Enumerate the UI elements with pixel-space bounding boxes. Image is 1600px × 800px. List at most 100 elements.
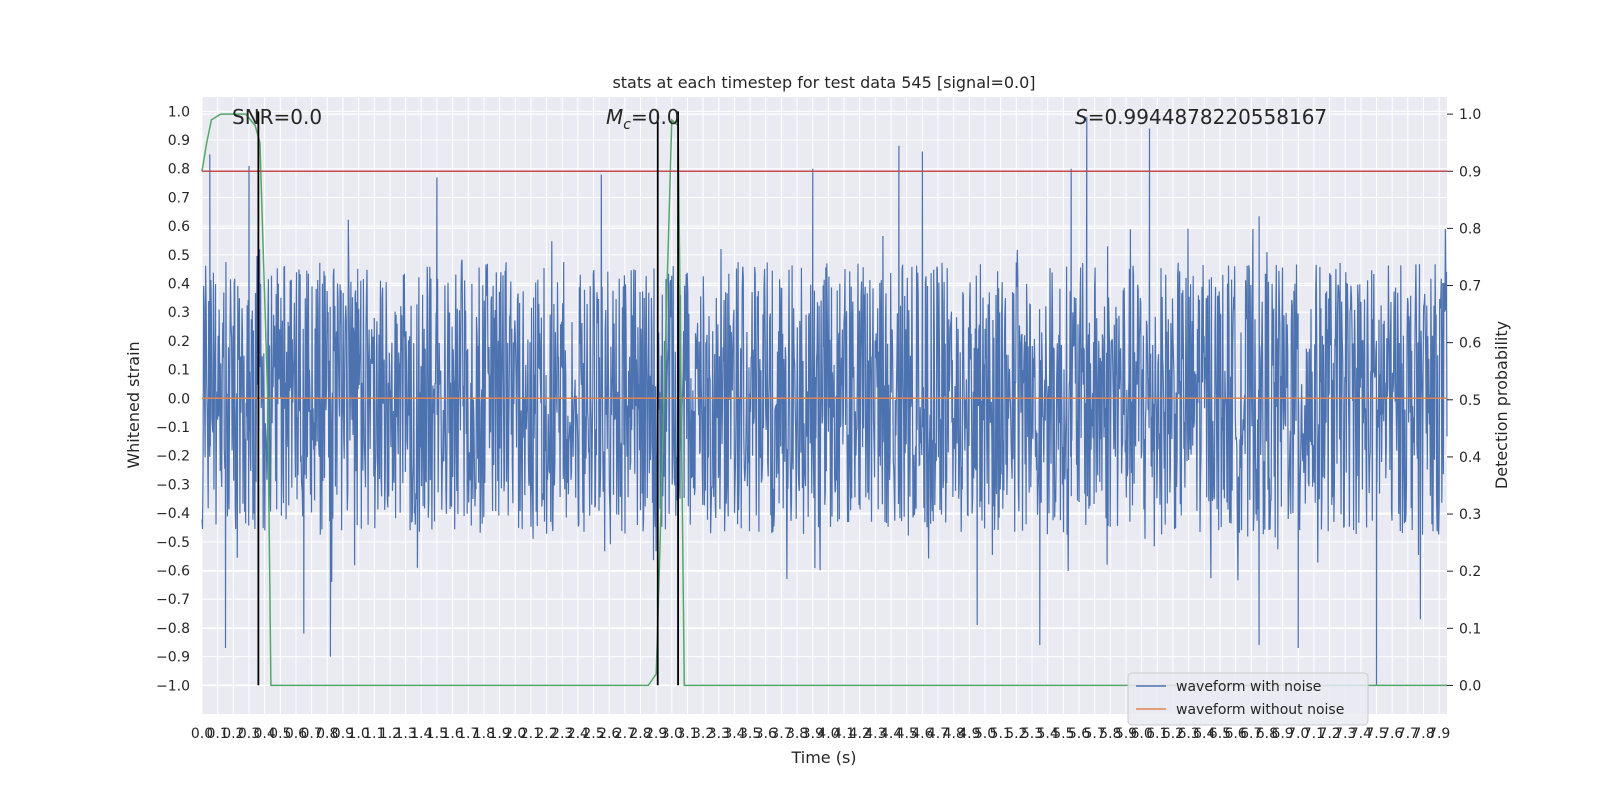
x-tick-label: 4.3 (864, 726, 886, 742)
x-tick-label: 0.2 (222, 726, 244, 742)
x-tick-label: 1.8 (473, 726, 495, 742)
x-ticks: 0.00.10.20.30.40.50.60.70.80.91.01.11.21… (191, 726, 1450, 742)
x-tick-label: 1.5 (426, 726, 448, 742)
x-tick-label: 6.1 (1146, 726, 1168, 742)
legend-label-noise: waveform with noise (1176, 679, 1321, 695)
y-tick-label: −0.7 (156, 592, 190, 608)
x-tick-label: 3.1 (676, 726, 698, 742)
x-tick-label: 1.3 (394, 726, 416, 742)
noise-waveform-line (201, 117, 1448, 686)
x-tick-label: 2.4 (567, 726, 589, 742)
x-tick-label: 7.4 (1350, 726, 1372, 742)
y2-axis-label: Detection probability (1492, 321, 1511, 489)
x-tick-label: 3.9 (802, 726, 824, 742)
x-tick-label: 5.6 (1068, 726, 1090, 742)
x-tick-label: 2.9 (645, 726, 667, 742)
x-tick-label: 4.6 (911, 726, 933, 742)
y-tick-label: 0.9 (168, 133, 190, 149)
x-tick-label: 6.7 (1240, 726, 1262, 742)
x-tick-label: 4.5 (896, 726, 918, 742)
x-tick-label: 2.7 (614, 726, 636, 742)
x-tick-label: 4.4 (880, 726, 902, 742)
x-tick-label: 1.2 (379, 726, 401, 742)
y-tick-label: −0.8 (156, 621, 190, 637)
y-tick-label: 0.3 (168, 305, 190, 321)
x-tick-label: 3.5 (739, 726, 761, 742)
x-tick-label: 6.8 (1256, 726, 1278, 742)
x-tick-label: 4.8 (943, 726, 965, 742)
x-tick-label: 6.5 (1209, 726, 1231, 742)
y2-ticks: 0.0 0.1 0.2 0.3 0.4 0.5 0.6 0.7 0.8 0.9 1.0 (1447, 107, 1481, 694)
series-waveform-with-noise (201, 117, 1448, 686)
x-tick-label: 2.3 (551, 726, 573, 742)
x-tick-label: 1.9 (488, 726, 510, 742)
x-tick-label: 7.2 (1318, 726, 1340, 742)
x-tick-label: 3.6 (755, 726, 777, 742)
x-tick-label: 3.2 (692, 726, 714, 742)
y2-tick-label: 0.0 (1459, 678, 1481, 694)
x-tick-label: 7.6 (1381, 726, 1403, 742)
x-tick-label: 5.0 (974, 726, 996, 742)
x-tick-label: 1.4 (410, 726, 432, 742)
y2-tick-label: 1.0 (1459, 107, 1481, 123)
x-tick-label: 3.4 (723, 726, 745, 742)
x-tick-label: 0.7 (300, 726, 322, 742)
x-tick-label: 3.0 (661, 726, 683, 742)
x-tick-label: 7.7 (1397, 726, 1419, 742)
y-tick-label: −0.4 (156, 506, 190, 522)
x-tick-label: 5.9 (1115, 726, 1137, 742)
x-tick-label: 4.0 (817, 726, 839, 742)
x-tick-label: 0.1 (207, 726, 229, 742)
x-tick-label: 5.3 (1021, 726, 1043, 742)
y-tick-label: 0.2 (168, 334, 190, 350)
x-tick-label: 4.2 (849, 726, 871, 742)
y2-tick-label: 0.6 (1459, 336, 1481, 352)
y-tick-label: −1.0 (156, 678, 190, 694)
x-tick-label: 5.8 (1099, 726, 1121, 742)
y-tick-label: −0.1 (156, 420, 190, 436)
x-tick-label: 3.7 (770, 726, 792, 742)
x-tick-label: 7.1 (1303, 726, 1325, 742)
x-tick-label: 7.9 (1428, 726, 1450, 742)
series-lines (201, 113, 1447, 687)
x-tick-label: 5.4 (1037, 726, 1059, 742)
legend-box (1127, 672, 1369, 726)
s-annotation: S=0.9944878220558167 (1075, 105, 1327, 129)
x-tick-label: 0.8 (316, 726, 338, 742)
x-tick-label: 0.9 (332, 726, 354, 742)
y-tick-label: 0.1 (168, 363, 190, 379)
y2-tick-label: 0.2 (1459, 564, 1481, 580)
x-tick-label: 2.1 (520, 726, 542, 742)
x-tick-label: 1.1 (363, 726, 385, 742)
x-tick-label: 6.6 (1224, 726, 1246, 742)
x-tick-label: 1.7 (457, 726, 479, 742)
y2-tick-label: 0.7 (1459, 279, 1481, 295)
y2-tick-label: 0.5 (1459, 393, 1481, 409)
detection-probability-line (201, 113, 1447, 687)
x-tick-label: 5.1 (990, 726, 1012, 742)
y2-tick-label: 0.8 (1459, 221, 1481, 237)
x-tick-label: 6.0 (1130, 726, 1152, 742)
x-tick-label: 2.5 (582, 726, 604, 742)
x-tick-label: 0.0 (191, 726, 213, 742)
x-tick-label: 4.1 (833, 726, 855, 742)
y-tick-label: 0.4 (168, 277, 190, 293)
x-tick-label: 0.3 (238, 726, 260, 742)
y-tick-label: 0.5 (168, 248, 190, 264)
x-tick-label: 4.7 (927, 726, 949, 742)
y-axis-label: Whitened strain (124, 341, 143, 468)
vertical-markers (257, 111, 679, 686)
x-tick-label: 2.0 (504, 726, 526, 742)
x-tick-label: 4.9 (958, 726, 980, 742)
y-ticks: −1.0 −0.9 −0.8 −0.7 −0.6 −0.5 −0.4 −0.3 −0.2 −0.1… (156, 104, 190, 694)
x-tick-label: 6.2 (1162, 726, 1184, 742)
chart-title: stats at each timestep for test data 545… (612, 73, 1035, 92)
x-tick-label: 5.7 (1084, 726, 1106, 742)
y-tick-label: −0.3 (156, 477, 190, 493)
x-axis-label: Time (s) (790, 748, 856, 767)
x-tick-label: 0.4 (254, 726, 276, 742)
x-tick-label: 0.6 (285, 726, 307, 742)
y-tick-label: −0.5 (156, 535, 190, 551)
x-tick-label: 7.3 (1334, 726, 1356, 742)
